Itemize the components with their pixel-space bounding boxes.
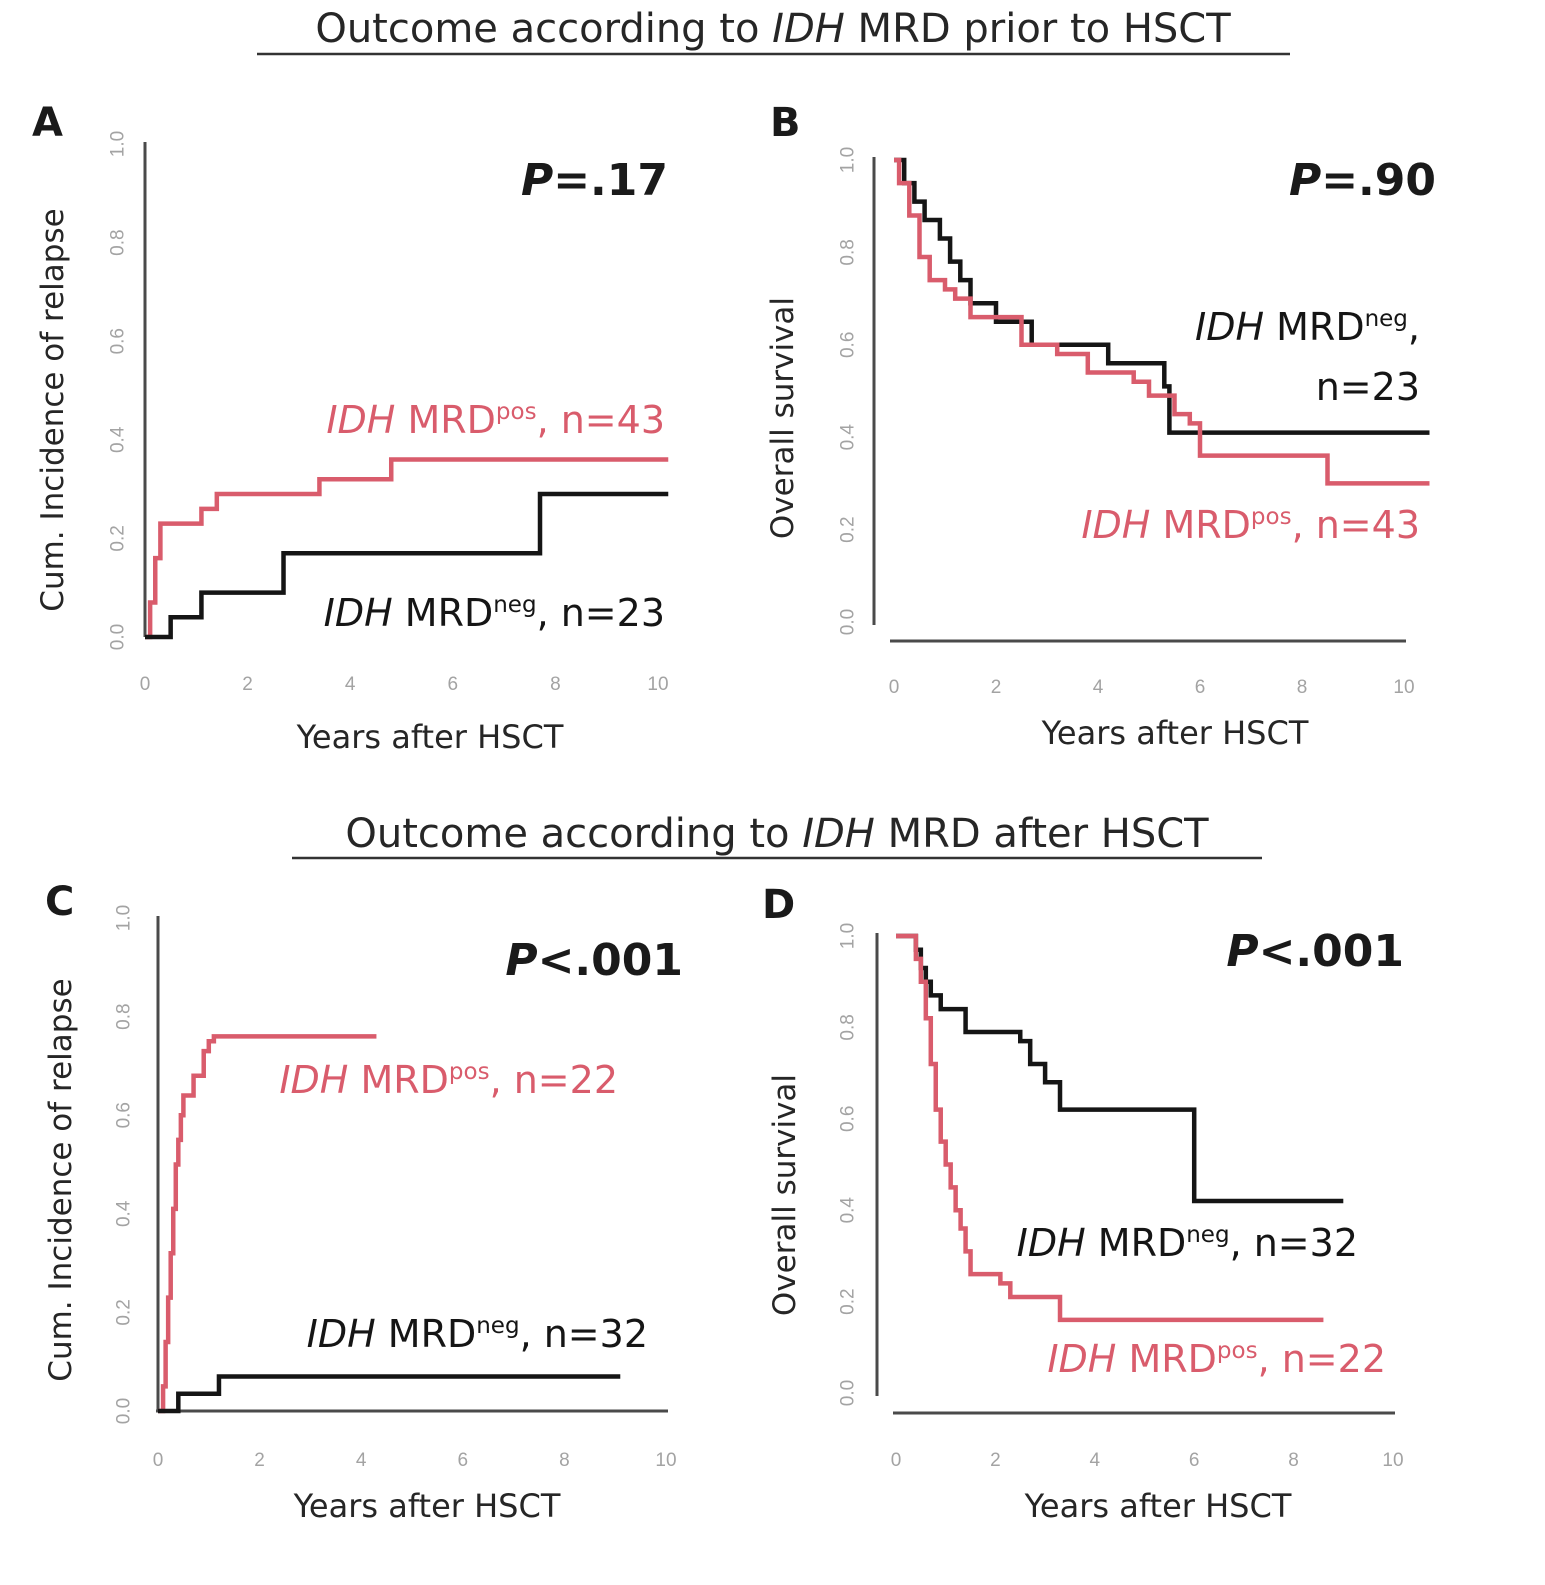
- x-tick-label-b: 10: [1393, 677, 1414, 698]
- series-line-b-mrd-neg: [894, 157, 1430, 435]
- y-tick-label-c: 0.4: [114, 1200, 135, 1227]
- panel-letter-b: B: [770, 100, 801, 146]
- y-tick-label-d: 1.0: [838, 923, 859, 949]
- panel-letter-d: D: [762, 882, 795, 928]
- series-label-a-mrd-pos: IDH MRDpos, n=43: [326, 398, 665, 442]
- x-tick-label-c: 6: [458, 1450, 469, 1471]
- x-tick-label-d: 6: [1189, 1450, 1200, 1471]
- y-tick-label-a: 1.0: [108, 131, 129, 157]
- y-tick-label-a: 0.2: [108, 525, 129, 551]
- panels: A 0.0 0.2 0.4 0.6 0.8 1.0 0 2 4 6 8 10 Years after HS…: [32, 100, 1436, 1525]
- p-value-d: P<.001: [1226, 926, 1404, 977]
- series-label-b-mrd-pos: IDH MRDpos, n=43: [1081, 503, 1420, 547]
- x-axis-label-d: Years after HSCT: [1024, 1487, 1292, 1525]
- y-tick-label-c: 0.0: [114, 1398, 135, 1424]
- panel-b: B 0.0 0.2 0.4 0.6 0.8 1.0 0 2 4 6 8 10 Years after HS…: [765, 100, 1436, 752]
- series-line-c-mrd-pos: [158, 1034, 377, 1414]
- p-value-c: P<.001: [505, 935, 683, 986]
- series-label-d-mrd-pos: IDH MRDpos, n=22: [1047, 1337, 1386, 1381]
- y-tick-label-a: 0.0: [108, 624, 129, 650]
- x-tick-label-b: 2: [991, 677, 1002, 698]
- series-label-b-mrd-neg: IDH MRDneg,: [1195, 305, 1420, 349]
- panel-letter-c: C: [45, 879, 74, 925]
- p-value-b: P=.90: [1289, 155, 1436, 206]
- x-tick-label-d: 4: [1090, 1450, 1101, 1471]
- y-tick-label-d: 0.4: [838, 1197, 859, 1224]
- x-tick-label-d: 10: [1382, 1450, 1403, 1471]
- x-tick-label-b: 0: [889, 677, 900, 698]
- x-tick-label-a: 10: [647, 674, 668, 695]
- series-line-d-mrd-pos: [896, 933, 1324, 1323]
- y-tick-label-c: 0.8: [114, 1003, 135, 1029]
- bottom-title: Outcome according to IDH MRD after HSCT: [292, 811, 1262, 860]
- x-tick-label-d: 2: [990, 1450, 1001, 1471]
- y-axis-label-d: Overall survival: [767, 1074, 803, 1316]
- y-axis-label-a: Cum. Incidence of relapse: [35, 208, 71, 611]
- y-tick-label-d: 0.0: [838, 1380, 859, 1406]
- y-tick-label-c: 0.6: [114, 1102, 135, 1128]
- y-tick-label-d: 0.8: [838, 1014, 859, 1040]
- x-tick-label-c: 2: [254, 1450, 265, 1471]
- series-label-c-mrd-pos: IDH MRDpos, n=22: [279, 1058, 618, 1102]
- top-title-prefix: Outcome according to: [315, 6, 772, 52]
- x-tick-label-d: 8: [1288, 1450, 1299, 1471]
- y-tick-label-b: 0.6: [838, 332, 859, 358]
- y-tick-label-a: 0.4: [108, 426, 129, 453]
- svg-text:Outcome according to IDH MRD p: Outcome according to IDH MRD prior to HS…: [315, 6, 1231, 52]
- y-axis-label-c: Cum. Incidence of relapse: [43, 978, 79, 1381]
- panel-d: D 0.0 0.2 0.4 0.6 0.8 1.0 0 2 4 6 8 10 Years after HS…: [762, 882, 1404, 1525]
- series-label-a-mrd-neg: IDH MRDneg, n=23: [324, 591, 665, 635]
- x-tick-label-b: 4: [1093, 677, 1104, 698]
- y-tick-label-d: 0.6: [838, 1106, 859, 1132]
- y-tick-label-c: 0.2: [114, 1299, 135, 1325]
- y-tick-label-a: 0.8: [108, 229, 129, 255]
- bottom-title-suffix: MRD after HSCT: [875, 811, 1209, 857]
- top-title-suffix: MRD prior to HSCT: [845, 6, 1231, 52]
- x-tick-label-a: 6: [448, 674, 459, 695]
- top-title: Outcome according to IDH MRD prior to HS…: [257, 6, 1290, 56]
- y-tick-label-b: 1.0: [838, 147, 859, 173]
- x-tick-label-c: 8: [559, 1450, 570, 1471]
- series-label-d-mrd-neg: IDH MRDneg, n=32: [1017, 1221, 1358, 1265]
- x-tick-label-b: 6: [1195, 677, 1206, 698]
- top-title-italic: IDH: [772, 6, 845, 52]
- x-tick-label-b: 8: [1297, 677, 1308, 698]
- x-tick-label-a: 4: [345, 674, 356, 695]
- x-tick-label-a: 0: [140, 674, 151, 695]
- y-tick-label-d: 0.2: [838, 1288, 859, 1314]
- x-tick-label-c: 4: [356, 1450, 367, 1471]
- y-tick-label-b: 0.8: [838, 239, 859, 265]
- bottom-title-italic: IDH: [802, 811, 875, 857]
- y-axis-label-b: Overall survival: [765, 297, 801, 539]
- y-tick-label-b: 0.4: [838, 424, 859, 451]
- panel-c: C 0.0 0.2 0.4 0.6 0.8 1.0 0 2 4 6 8 10 Years after HS…: [43, 879, 683, 1525]
- p-value-a: P=.17: [521, 155, 668, 206]
- x-axis-label-a: Years after HSCT: [296, 718, 564, 756]
- x-tick-label-c: 0: [153, 1450, 164, 1471]
- x-tick-label-c: 10: [655, 1450, 676, 1471]
- x-tick-label-a: 2: [242, 674, 253, 695]
- svg-text:Outcome according to IDH MRD a: Outcome according to IDH MRD after HSCT: [345, 811, 1209, 857]
- series-line-c-mrd-neg: [158, 1374, 621, 1414]
- bottom-title-prefix: Outcome according to: [345, 811, 802, 857]
- x-axis-label-c: Years after HSCT: [293, 1487, 561, 1525]
- series-line-a-mrd-pos: [145, 457, 669, 640]
- panel-letter-a: A: [32, 100, 63, 146]
- series-label-b-mrd-neg-count: n=23: [1316, 365, 1420, 409]
- x-axis-label-b: Years after HSCT: [1041, 714, 1309, 752]
- series-line-a-mrd-neg: [145, 491, 669, 640]
- series-line-b-mrd-pos: [894, 157, 1430, 486]
- y-tick-label-b: 0.2: [838, 516, 859, 542]
- x-tick-label-a: 8: [550, 674, 561, 695]
- series-label-c-mrd-neg: IDH MRDneg, n=32: [307, 1312, 648, 1356]
- y-tick-label-b: 0.0: [838, 609, 859, 635]
- x-tick-label-d: 0: [891, 1450, 902, 1471]
- panel-a: A 0.0 0.2 0.4 0.6 0.8 1.0 0 2 4 6 8 10 Years after HS…: [32, 100, 669, 756]
- y-tick-label-a: 0.6: [108, 328, 129, 354]
- y-tick-label-c: 1.0: [114, 905, 135, 931]
